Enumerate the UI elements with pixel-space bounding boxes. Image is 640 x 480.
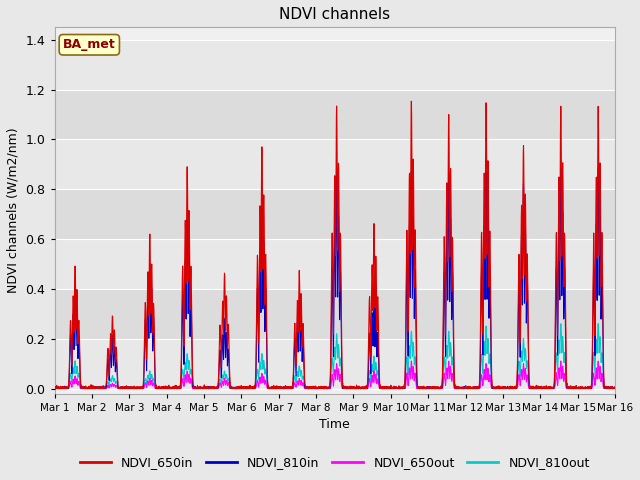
NDVI_650out — [184, 372, 191, 378]
NDVI_650in — [184, 199, 191, 204]
NDVI_810in — [302, 384, 310, 390]
NDVI_810out — [607, 385, 614, 391]
NDVI_650out — [187, 377, 195, 383]
NDVI_650out — [51, 385, 58, 391]
Text: BA_met: BA_met — [63, 38, 116, 51]
NDVI_810in — [51, 385, 58, 391]
NDVI_810in — [611, 384, 619, 390]
NDVI_650out — [181, 377, 189, 383]
Bar — [54, 289, 615, 339]
NDVI_650in — [302, 384, 310, 390]
Line: NDVI_650out: NDVI_650out — [54, 361, 615, 389]
NDVI_810out — [595, 321, 602, 326]
NDVI_650in — [181, 262, 189, 267]
NDVI_810in — [136, 386, 143, 392]
NDVI_810out — [51, 385, 58, 391]
NDVI_810out — [262, 367, 269, 372]
NDVI_650in — [262, 256, 269, 262]
NDVI_810in — [181, 287, 189, 292]
Bar — [54, 339, 615, 389]
Bar — [54, 239, 615, 289]
NDVI_810out — [184, 355, 191, 361]
NDVI_650out — [581, 386, 589, 392]
NDVI_810in — [262, 289, 269, 295]
NDVI_650in — [607, 384, 614, 390]
NDVI_810out — [506, 386, 513, 392]
NDVI_810out — [187, 368, 195, 373]
NDVI_810out — [181, 365, 189, 371]
NDVI_650in — [611, 385, 619, 391]
NDVI_650in — [233, 386, 241, 392]
NDVI_650out — [611, 385, 619, 391]
NDVI_650in — [187, 273, 195, 278]
NDVI_810in — [187, 297, 195, 302]
Legend: NDVI_650in, NDVI_810in, NDVI_650out, NDVI_810out: NDVI_650in, NDVI_810in, NDVI_650out, NDV… — [75, 451, 595, 474]
Bar — [54, 40, 615, 90]
Line: NDVI_810out: NDVI_810out — [54, 324, 615, 389]
NDVI_810out — [611, 386, 619, 392]
NDVI_810in — [184, 260, 191, 265]
Line: NDVI_650in: NDVI_650in — [54, 101, 615, 389]
NDVI_650out — [408, 358, 415, 364]
NDVI_650out — [607, 385, 614, 391]
Bar — [54, 139, 615, 189]
NDVI_650in — [51, 385, 58, 391]
Bar — [54, 90, 615, 139]
X-axis label: Time: Time — [319, 418, 350, 431]
NDVI_650out — [302, 385, 310, 391]
Line: NDVI_810in: NDVI_810in — [54, 168, 615, 389]
Bar — [54, 189, 615, 239]
NDVI_650in — [408, 98, 415, 104]
Y-axis label: NDVI channels (W/m2/nm): NDVI channels (W/m2/nm) — [7, 128, 20, 293]
NDVI_650out — [262, 378, 269, 384]
NDVI_810in — [595, 165, 602, 171]
Title: NDVI channels: NDVI channels — [279, 7, 390, 22]
NDVI_810in — [607, 385, 614, 391]
NDVI_810out — [302, 385, 310, 391]
